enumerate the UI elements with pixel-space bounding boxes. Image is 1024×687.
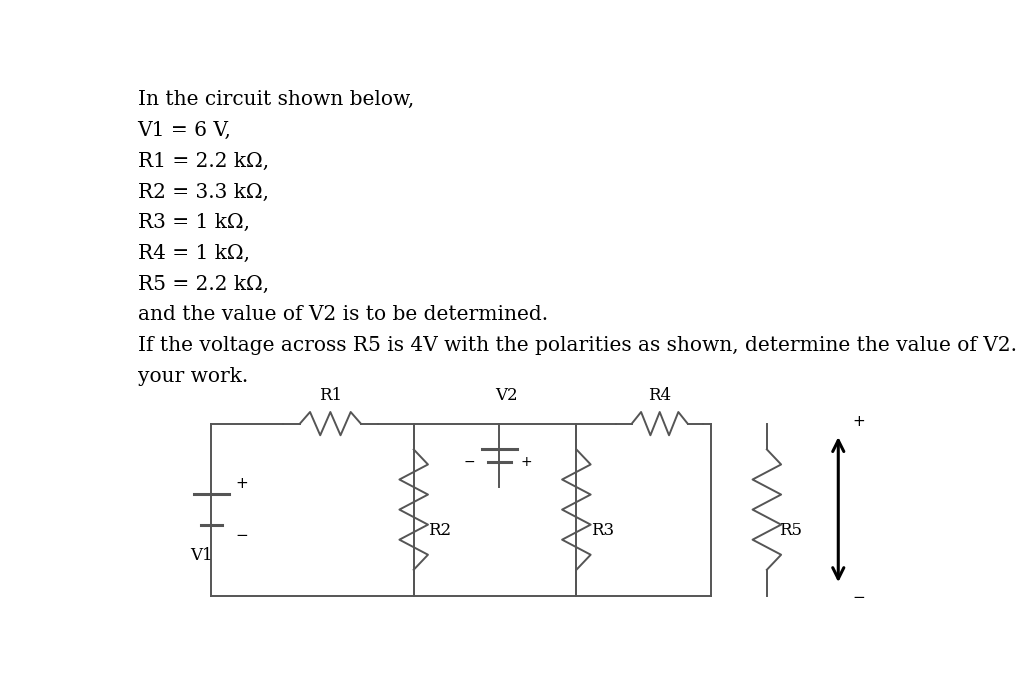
Text: R5: R5 (779, 522, 802, 539)
Text: V1: V1 (189, 547, 213, 563)
Text: −: − (464, 455, 475, 469)
Text: +: + (236, 476, 248, 491)
Text: R3 = 1 kΩ,: R3 = 1 kΩ, (137, 213, 250, 232)
Text: R5 = 2.2 kΩ,: R5 = 2.2 kΩ, (137, 275, 268, 293)
Text: R1 = 2.2 kΩ,: R1 = 2.2 kΩ, (137, 152, 268, 171)
Text: R2 = 3.3 kΩ,: R2 = 3.3 kΩ, (137, 183, 268, 201)
Text: R2: R2 (428, 522, 452, 539)
Text: R4 = 1 kΩ,: R4 = 1 kΩ, (137, 244, 250, 263)
Text: V2: V2 (496, 387, 518, 403)
Text: −: − (236, 528, 248, 543)
Text: +: + (521, 455, 532, 469)
Text: R4: R4 (648, 387, 672, 403)
Text: In the circuit shown below,: In the circuit shown below, (137, 91, 414, 109)
Text: and the value of V2 is to be determined.: and the value of V2 is to be determined. (137, 305, 548, 324)
Text: V1 = 6 V,: V1 = 6 V, (137, 121, 231, 140)
Text: If the voltage across R5 is 4V with the polarities as shown, determine the value: If the voltage across R5 is 4V with the … (137, 336, 1024, 354)
Text: your work.: your work. (137, 366, 248, 385)
Text: R1: R1 (318, 387, 342, 403)
Text: R3: R3 (591, 522, 613, 539)
Text: +: + (853, 414, 865, 429)
Text: −: − (853, 590, 865, 605)
